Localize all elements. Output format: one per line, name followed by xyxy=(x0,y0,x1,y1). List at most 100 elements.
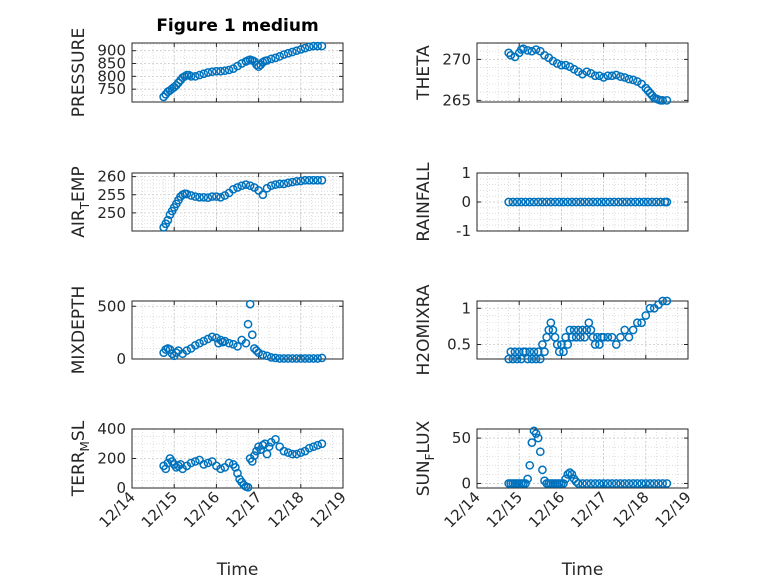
data-point xyxy=(582,67,592,77)
y-tick-label: 1 xyxy=(461,299,471,317)
data-point xyxy=(190,192,200,201)
data-point xyxy=(304,443,314,453)
data-point xyxy=(521,479,530,488)
data-point xyxy=(212,66,221,76)
data-point xyxy=(317,41,327,51)
data-point xyxy=(243,482,253,492)
data-point xyxy=(292,354,301,363)
y-tick-label: 50 xyxy=(452,429,471,447)
y-axis-label: PRESSURE xyxy=(69,28,89,117)
subplot-7: 020040012/1412/1512/1612/1712/1812/19TER… xyxy=(69,420,350,580)
data-point xyxy=(641,479,651,488)
data-point xyxy=(525,460,535,470)
data-point xyxy=(649,479,659,488)
data-point xyxy=(313,440,323,450)
data-point xyxy=(616,72,625,81)
y-tick-label: 0 xyxy=(116,350,126,368)
data-point xyxy=(199,69,209,79)
data-point xyxy=(538,465,547,475)
data-point xyxy=(241,338,251,348)
data-point xyxy=(590,71,600,81)
data-point xyxy=(313,175,323,185)
data-point xyxy=(186,458,196,468)
data-point xyxy=(262,56,272,65)
data-point xyxy=(637,479,646,488)
data-point xyxy=(620,325,630,335)
data-point xyxy=(288,177,297,187)
data-point xyxy=(538,197,547,207)
data-point xyxy=(605,197,615,207)
data-point xyxy=(313,354,323,363)
data-point xyxy=(540,347,549,357)
data-point xyxy=(300,43,310,53)
data-point xyxy=(275,354,285,363)
data-point xyxy=(313,41,323,51)
data-point xyxy=(643,197,653,207)
data-point xyxy=(614,197,623,207)
data-point xyxy=(645,479,655,488)
y-tick-label: 250 xyxy=(97,204,126,222)
data-point xyxy=(309,442,318,452)
data-point xyxy=(271,353,280,363)
x-tick-label: 12/17 xyxy=(567,488,610,531)
data-point xyxy=(174,78,183,88)
x-tick-label: 12/16 xyxy=(180,488,223,531)
data-point xyxy=(633,479,642,488)
data-point xyxy=(220,66,230,76)
data-point xyxy=(216,464,225,474)
axes-frame xyxy=(476,300,689,360)
subplot-2: 265 270 THETA xyxy=(414,42,689,109)
data-point xyxy=(216,192,225,202)
data-point xyxy=(519,44,528,54)
data-point xyxy=(535,447,545,457)
data-point xyxy=(567,197,577,207)
x-tick-label: 12/19 xyxy=(652,488,695,531)
data-point xyxy=(309,175,318,185)
data-point xyxy=(224,65,234,75)
data-point xyxy=(190,457,200,466)
data-point xyxy=(279,354,289,363)
data-point xyxy=(643,86,653,95)
data-point xyxy=(309,354,318,363)
data-point xyxy=(563,340,573,349)
data-point xyxy=(171,80,181,90)
data-point xyxy=(607,332,617,342)
data-point xyxy=(571,197,581,207)
data-point xyxy=(283,178,293,188)
data-point xyxy=(586,68,596,78)
data-point xyxy=(283,354,293,363)
data-point xyxy=(576,197,585,207)
data-point xyxy=(508,197,518,207)
data-point xyxy=(224,458,234,468)
x-tick-label: 12/19 xyxy=(307,488,350,531)
y-tick-label: 0.5 xyxy=(447,336,471,354)
data-point xyxy=(304,175,314,185)
data-point xyxy=(504,197,513,207)
data-point xyxy=(207,192,217,201)
data-point xyxy=(203,68,213,77)
data-point xyxy=(662,96,672,105)
data-point xyxy=(296,176,306,186)
data-point xyxy=(624,479,634,488)
data-point xyxy=(523,46,532,55)
data-point xyxy=(317,439,327,449)
data-point xyxy=(628,479,638,488)
x-tick-label: 12/15 xyxy=(483,488,526,531)
data-point xyxy=(531,45,541,54)
data-point xyxy=(595,479,604,488)
data-point xyxy=(203,334,213,344)
x-tick-label: 12/15 xyxy=(138,488,181,531)
data-point xyxy=(317,175,327,185)
y-tick-label: 270 xyxy=(442,50,471,68)
data-point xyxy=(292,449,301,459)
x-axis-label: Time xyxy=(561,560,604,580)
data-point xyxy=(561,474,570,484)
data-point xyxy=(228,184,238,194)
data-point xyxy=(207,332,217,342)
subplot-6: 0.5 1 H2OMIXRA xyxy=(414,284,689,376)
data-point xyxy=(628,325,638,335)
data-point xyxy=(620,479,630,488)
y-tick-label: 0 xyxy=(461,193,471,211)
data-point xyxy=(573,479,583,488)
